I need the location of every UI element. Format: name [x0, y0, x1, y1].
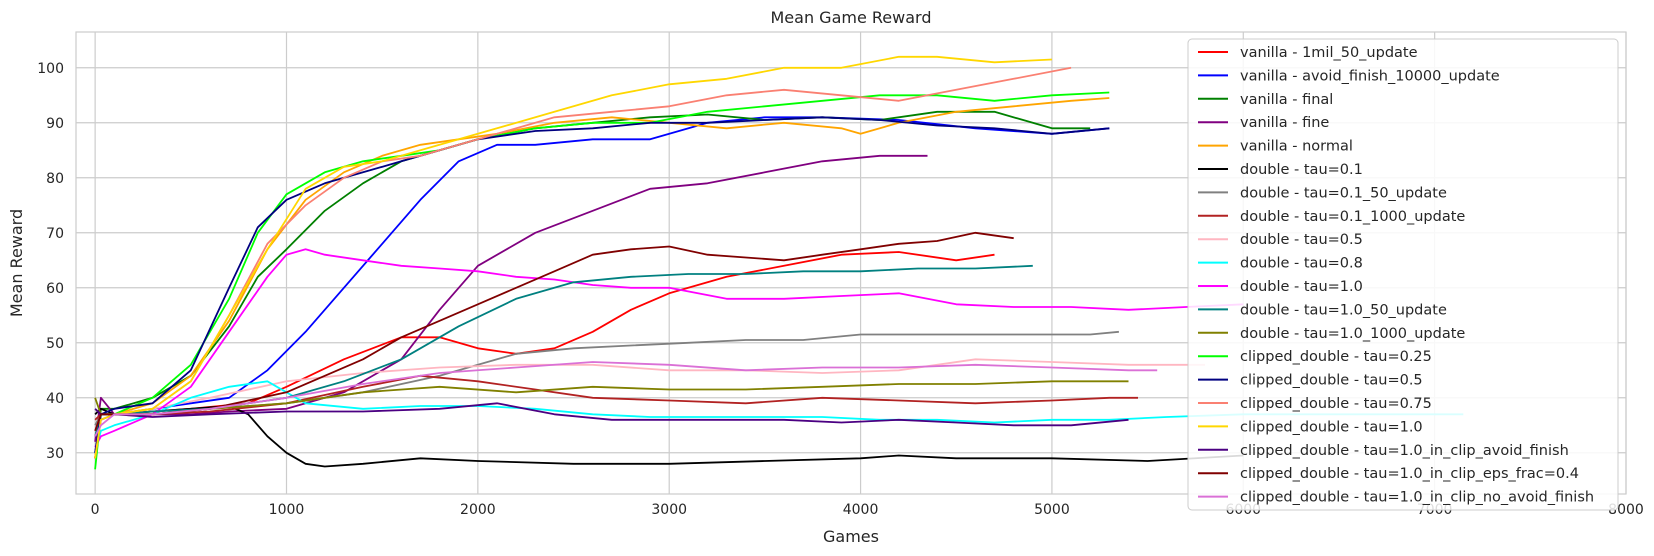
legend-label: double - tau=0.1 — [1240, 162, 1363, 178]
legend-label: clipped_double - tau=0.75 — [1240, 396, 1432, 412]
legend-label: vanilla - final — [1240, 92, 1333, 108]
x-tick-label: 1000 — [269, 502, 305, 518]
series-lines — [94, 55, 1464, 470]
series-line-11 — [94, 248, 1244, 448]
y-tick-label: 40 — [46, 391, 64, 407]
legend-label: vanilla - normal — [1240, 139, 1353, 155]
legend-frame — [1187, 38, 1619, 511]
legend-label: vanilla - avoid_finish_10000_update — [1240, 68, 1500, 84]
legend-label: vanilla - 1mil_50_update — [1240, 45, 1418, 61]
x-tick-label: 0 — [91, 502, 100, 518]
y-tick-label: 80 — [46, 171, 64, 187]
legend-label: clipped_double - tau=1.0_in_clip_eps_fra… — [1240, 466, 1579, 482]
y-tick-label: 100 — [37, 61, 64, 77]
legend-label: double - tau=0.1_50_update — [1240, 185, 1447, 201]
y-tick-label: 60 — [46, 281, 64, 297]
legend-label: double - tau=0.5 — [1240, 232, 1363, 248]
legend-label: double - tau=1.0 — [1240, 279, 1363, 295]
series-line-17 — [94, 55, 1052, 459]
legend-label: vanilla - fine — [1240, 115, 1329, 131]
series-line-12 — [94, 264, 1033, 437]
series-line-10 — [94, 380, 1464, 454]
y-tick-label: 90 — [46, 116, 64, 132]
legend-label: double - tau=1.0_50_update — [1240, 302, 1447, 318]
x-tick-label: 5000 — [1034, 502, 1070, 518]
legend-label: clipped_double - tau=1.0_in_clip_avoid_f… — [1240, 443, 1569, 459]
x-axis-label: Games — [823, 527, 879, 546]
series-line-20 — [94, 361, 1158, 437]
legend-label: double - tau=0.1_1000_update — [1240, 209, 1465, 225]
legend-label: clipped_double - tau=0.5 — [1240, 373, 1423, 389]
y-tick-labels: 30 40 50 60 70 80 90 100 — [37, 61, 64, 462]
legend-label: clipped_double - tau=0.25 — [1240, 349, 1432, 365]
x-tick-label: 4000 — [843, 502, 879, 518]
y-axis-label: Mean Reward — [7, 209, 26, 317]
legend-label: clipped_double - tau=1.0 — [1240, 419, 1423, 435]
legend-label: clipped_double - tau=1.0_in_clip_no_avoi… — [1240, 490, 1594, 506]
x-tick-label: 2000 — [460, 502, 496, 518]
chart-title: Mean Game Reward — [771, 8, 932, 27]
y-tick-label: 70 — [46, 226, 64, 242]
x-tick-label: 3000 — [651, 502, 687, 518]
legend-label: double - tau=0.8 — [1240, 256, 1363, 272]
legend-label: double - tau=1.0_1000_update — [1240, 326, 1465, 342]
y-tick-label: 50 — [46, 336, 64, 352]
y-tick-label: 30 — [46, 446, 64, 462]
series-line-18 — [94, 402, 1129, 427]
